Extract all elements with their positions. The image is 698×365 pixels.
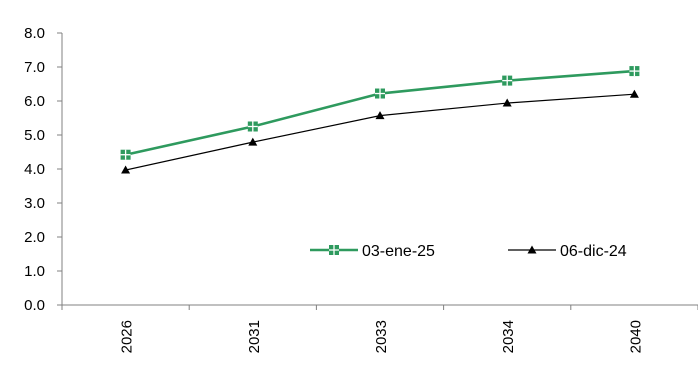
x-tick-label: 2031 bbox=[246, 320, 263, 353]
series-line bbox=[125, 93, 635, 171]
legend-label: 03-ene-25 bbox=[362, 243, 435, 260]
data-point bbox=[247, 121, 258, 132]
legend-item: 03-ene-25 bbox=[310, 243, 435, 260]
y-tick-label: 5.0 bbox=[24, 127, 45, 144]
series-1 bbox=[121, 89, 639, 174]
data-point bbox=[629, 66, 640, 77]
y-axis-tick-labels: 0.0 1.0 2.0 3.0 4.0 5.0 6.0 7.0 8.0 bbox=[24, 25, 45, 314]
legend-marker bbox=[329, 245, 339, 255]
y-tick-label: 1.0 bbox=[24, 263, 45, 280]
y-tick-label: 6.0 bbox=[24, 93, 45, 110]
y-tick-label: 7.0 bbox=[24, 59, 45, 76]
chart-series bbox=[120, 66, 640, 174]
y-tick-label: 8.0 bbox=[24, 25, 45, 42]
data-point bbox=[248, 137, 258, 146]
x-tick-label: 2033 bbox=[373, 320, 390, 353]
x-tick-label: 2026 bbox=[119, 320, 136, 353]
data-point bbox=[375, 111, 385, 120]
legend-marker bbox=[527, 245, 537, 254]
x-axis-tick-labels: 2026 2031 2033 2034 2040 bbox=[119, 320, 645, 353]
y-tick-label: 2.0 bbox=[24, 229, 45, 246]
chart-legend: 03-ene-25 06-dic-24 bbox=[310, 243, 627, 260]
x-tick-label: 2034 bbox=[500, 320, 517, 353]
y-tick-label: 4.0 bbox=[24, 161, 45, 178]
data-point bbox=[502, 98, 512, 107]
series-0 bbox=[120, 66, 640, 160]
data-point bbox=[120, 149, 131, 160]
y-tick-label: 0.0 bbox=[24, 297, 45, 314]
legend-item: 06-dic-24 bbox=[508, 243, 627, 260]
data-point bbox=[121, 165, 131, 174]
legend-label: 06-dic-24 bbox=[560, 243, 627, 260]
data-point bbox=[629, 89, 639, 98]
y-tick-label: 3.0 bbox=[24, 195, 45, 212]
data-point bbox=[502, 75, 513, 86]
data-point bbox=[375, 88, 385, 99]
x-tick-label: 2040 bbox=[627, 320, 644, 353]
chart-axes bbox=[57, 32, 698, 310]
